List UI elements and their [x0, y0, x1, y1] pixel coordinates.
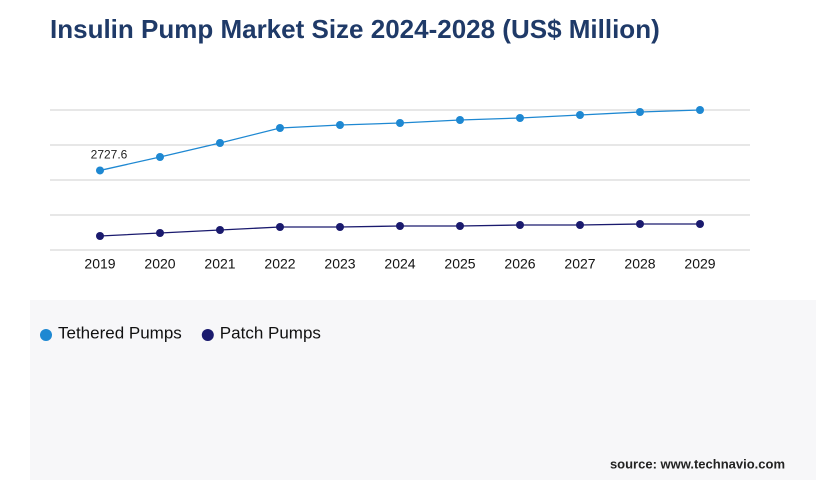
data-point — [636, 108, 644, 117]
data-point — [216, 225, 224, 234]
source: source: www.technavio.com — [610, 456, 785, 471]
data-label: 2727.6 — [91, 148, 128, 162]
x-tick-label: 2019 — [84, 256, 115, 272]
legend-panel — [30, 300, 816, 480]
x-tick-label: 2021 — [204, 256, 235, 272]
data-point — [96, 232, 104, 240]
x-tick-label: 2029 — [684, 256, 715, 272]
data-point — [96, 166, 104, 175]
data-point — [276, 123, 284, 132]
data-point — [156, 152, 164, 161]
legend-label: Tethered Pumps — [58, 323, 182, 342]
chart-title: Insulin Pump Market Size 2024-2028 (US$ … — [50, 14, 660, 44]
data-point — [396, 221, 404, 230]
x-tick-label: 2027 — [564, 256, 595, 272]
data-point — [336, 120, 344, 129]
x-tick-label: 2023 — [324, 256, 355, 272]
data-point — [576, 221, 584, 230]
x-tick-label: 2028 — [624, 256, 655, 272]
legend-label: Patch Pumps — [220, 323, 321, 342]
data-point — [336, 222, 344, 231]
data-point — [276, 222, 284, 231]
x-tick-label: 2022 — [264, 256, 295, 272]
data-point — [516, 221, 524, 230]
legend-marker — [40, 329, 52, 341]
x-tick-label: 2020 — [144, 256, 175, 272]
data-point — [456, 116, 464, 125]
x-tick-label: 2026 — [504, 256, 535, 272]
x-tick-label: 2025 — [444, 256, 475, 272]
data-point — [576, 110, 584, 119]
legend-marker — [201, 329, 214, 341]
data-point — [396, 119, 404, 128]
data-point — [636, 220, 644, 229]
data-point — [456, 221, 464, 230]
x-tick-label: 2024 — [384, 256, 415, 272]
data-point — [156, 228, 164, 237]
data-point — [216, 138, 224, 147]
data-point — [696, 220, 704, 229]
data-point — [516, 113, 524, 122]
data-point — [696, 106, 704, 114]
